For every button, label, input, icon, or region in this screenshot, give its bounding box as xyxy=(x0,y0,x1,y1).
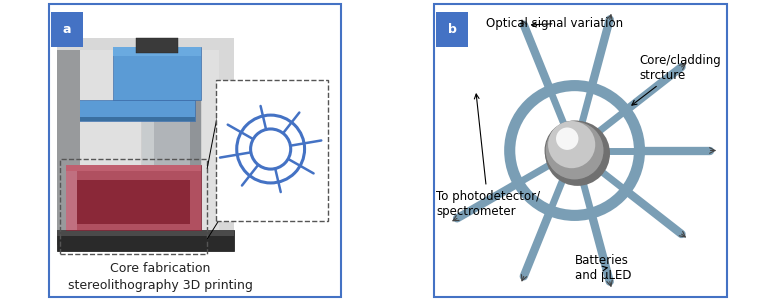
Text: Optical signal variation: Optical signal variation xyxy=(486,17,623,30)
FancyBboxPatch shape xyxy=(57,50,80,233)
FancyBboxPatch shape xyxy=(142,50,201,233)
FancyBboxPatch shape xyxy=(66,165,201,230)
FancyBboxPatch shape xyxy=(142,50,154,233)
Circle shape xyxy=(545,121,604,180)
FancyBboxPatch shape xyxy=(71,50,219,233)
Circle shape xyxy=(556,128,578,150)
FancyBboxPatch shape xyxy=(77,116,195,121)
FancyBboxPatch shape xyxy=(77,100,195,121)
FancyBboxPatch shape xyxy=(113,47,201,56)
FancyBboxPatch shape xyxy=(113,47,201,100)
FancyBboxPatch shape xyxy=(51,12,84,47)
Text: Batteries
and μLED: Batteries and μLED xyxy=(574,254,631,283)
Text: Core/cladding
strcture: Core/cladding strcture xyxy=(632,54,721,105)
FancyBboxPatch shape xyxy=(66,171,77,230)
FancyBboxPatch shape xyxy=(77,180,190,224)
Text: a: a xyxy=(63,23,71,36)
FancyBboxPatch shape xyxy=(436,12,468,47)
Circle shape xyxy=(548,121,595,168)
Text: To photodetector/
spectrometer: To photodetector/ spectrometer xyxy=(436,94,540,218)
FancyBboxPatch shape xyxy=(57,39,234,245)
Circle shape xyxy=(545,121,610,186)
FancyBboxPatch shape xyxy=(136,39,178,53)
FancyBboxPatch shape xyxy=(66,165,201,171)
FancyBboxPatch shape xyxy=(57,230,234,251)
FancyBboxPatch shape xyxy=(190,50,201,233)
Text: Core fabrication
stereolithography 3D printing: Core fabrication stereolithography 3D pr… xyxy=(67,262,252,292)
Circle shape xyxy=(251,129,291,169)
FancyBboxPatch shape xyxy=(216,80,328,221)
Text: b: b xyxy=(447,23,457,36)
FancyBboxPatch shape xyxy=(57,230,234,236)
